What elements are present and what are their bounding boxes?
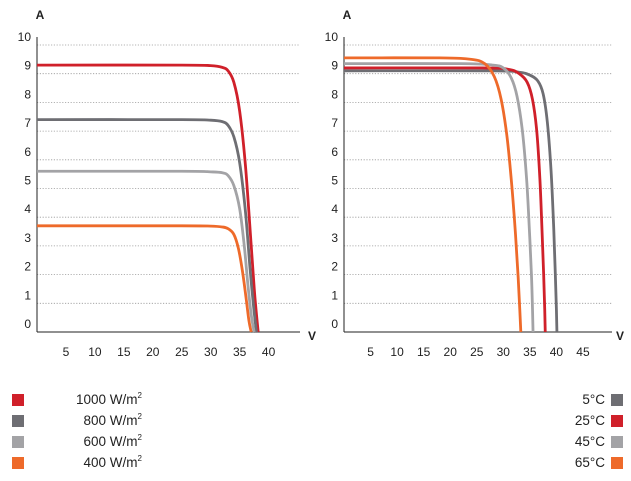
- right-x-tick-label: 40: [550, 345, 564, 359]
- left-x-tick-label: 30: [204, 345, 218, 359]
- right-series-line-1: [343, 69, 559, 333]
- left-chart: 0 1 2 3 4 5 6 7 8 9 10 5 10 15 20 25 30 35 40 A V: [18, 8, 316, 359]
- legend-item: 25°C: [520, 413, 623, 429]
- legend-swatch: [12, 436, 24, 448]
- legend-item: 65°C: [520, 455, 623, 471]
- left-y-tick-label: 1: [24, 288, 31, 302]
- legend-swatch: [12, 457, 24, 469]
- left-series-line-3: [36, 169, 256, 333]
- right-y-tick-label: 0: [331, 317, 338, 331]
- legend-swatch: [611, 457, 623, 469]
- left-y-tick-label: 2: [24, 260, 31, 274]
- right-x-tick-label: 20: [444, 345, 458, 359]
- left-x-tick-label: 40: [262, 345, 276, 359]
- right-y-tick-label: 1: [331, 288, 338, 302]
- left-y-tick-label: 10: [18, 30, 32, 44]
- left-y-tick-label: 7: [24, 116, 31, 130]
- legend-label: 400 W/m2: [84, 455, 142, 471]
- legend-label-text: 800 W/m: [83, 413, 138, 428]
- legend-label-text: 65°C: [574, 455, 605, 470]
- right-y-tick-label: 9: [331, 59, 338, 73]
- left-x-tick-label: 10: [88, 345, 102, 359]
- legend-label-text: 25°C: [574, 413, 605, 428]
- right-x-tick-label: 5: [367, 345, 374, 359]
- legend-label: 65°C: [575, 455, 605, 471]
- right-y-tick-label: 6: [331, 145, 338, 159]
- legend-label: 5°C: [582, 392, 605, 408]
- left-x-tick-label: 20: [146, 345, 160, 359]
- left-y-tick-label: 4: [24, 202, 31, 216]
- left-y-axis-title: A: [36, 8, 45, 22]
- right-x-tick-label: 35: [523, 345, 537, 359]
- right-x-axis-title: V: [616, 329, 624, 343]
- legend-label-text: 1000 W/m: [76, 392, 138, 407]
- right-series-line-3: [343, 62, 535, 333]
- legend-label-superscript: 2: [137, 391, 142, 400]
- left-x-axis-title: V: [308, 329, 316, 343]
- legend-item: 45°C: [520, 434, 623, 450]
- legend-swatch: [611, 394, 623, 406]
- left-y-tick-label: 6: [24, 145, 31, 159]
- left-y-tick-label: 3: [24, 231, 31, 245]
- right-y-axis-title: A: [343, 8, 352, 22]
- legend-item: 5°C: [520, 392, 623, 408]
- legend-label: 600 W/m2: [84, 434, 142, 450]
- right-y-tick-label: 5: [331, 174, 338, 188]
- right-y-tick-label: 8: [331, 87, 338, 101]
- legend-swatch: [611, 415, 623, 427]
- right-y-tick-label: 2: [331, 260, 338, 274]
- legend-item: 1000 W/m2: [12, 392, 142, 408]
- left-series-line-1: [36, 63, 260, 333]
- right-x-tick-label: 45: [576, 345, 590, 359]
- legend-label: 25°C: [575, 413, 605, 429]
- legend-swatch: [611, 436, 623, 448]
- right-y-tick-label: 7: [331, 116, 338, 130]
- left-y-tick-label: 9: [24, 59, 31, 73]
- legend-item: 800 W/m2: [12, 413, 142, 429]
- left-y-tick-label: 8: [24, 87, 31, 101]
- left-x-tick-label: 25: [175, 345, 189, 359]
- right-series-line-2: [343, 66, 547, 333]
- legend-label-superscript: 2: [137, 454, 142, 463]
- left-series-line-4: [36, 224, 253, 333]
- legend-swatch: [12, 415, 24, 427]
- legend-label-text: 5°C: [582, 392, 605, 407]
- temperature-legend: 5°C 25°C 45°C 65°C: [520, 392, 623, 472]
- left-x-tick-label: 5: [63, 345, 70, 359]
- legend-swatch: [12, 394, 24, 406]
- right-x-tick-label: 10: [390, 345, 404, 359]
- left-x-tick-label: 35: [233, 345, 247, 359]
- legend-item: 400 W/m2: [12, 455, 142, 471]
- left-y-tick-label: 0: [24, 317, 31, 331]
- right-x-tick-label: 30: [497, 345, 511, 359]
- right-y-tick-label: 3: [331, 231, 338, 245]
- legend-label-text: 600 W/m: [83, 434, 138, 449]
- left-x-tick-label: 15: [117, 345, 131, 359]
- legend-label-text: 400 W/m: [83, 455, 138, 470]
- legend-label: 45°C: [575, 434, 605, 450]
- left-series-line-2: [36, 118, 258, 333]
- legend-label-text: 45°C: [574, 434, 605, 449]
- left-y-tick-label: 5: [24, 174, 31, 188]
- right-y-tick-label: 4: [331, 202, 338, 216]
- irradiance-legend: 1000 W/m2 800 W/m2 600 W/m2 400 W/m2: [12, 392, 142, 472]
- legend-label: 800 W/m2: [84, 413, 142, 429]
- right-series-line-4: [343, 56, 523, 333]
- legend-item: 600 W/m2: [12, 434, 142, 450]
- legend-label-superscript: 2: [137, 433, 142, 442]
- legend-label-superscript: 2: [137, 412, 142, 421]
- legend-label: 1000 W/m2: [76, 392, 142, 408]
- right-y-tick-label: 10: [325, 30, 339, 44]
- right-x-tick-label: 25: [470, 345, 484, 359]
- right-x-tick-label: 15: [417, 345, 431, 359]
